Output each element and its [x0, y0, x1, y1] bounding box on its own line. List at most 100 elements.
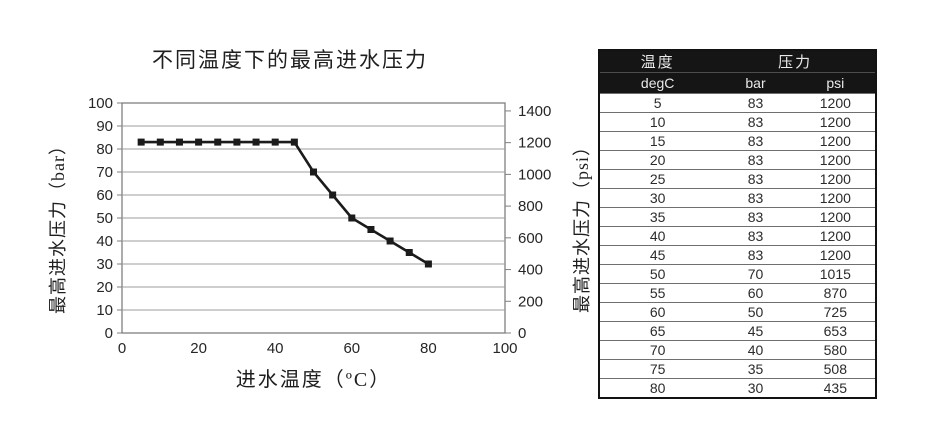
table-row: 25 83 1200 — [599, 169, 876, 189]
left-tick-label: 80 — [96, 141, 113, 158]
cell-psi: 1200 — [795, 169, 876, 189]
cell-bar: 45 — [715, 321, 796, 341]
table-row: 55 60 870 — [599, 283, 876, 303]
left-tick-label: 0 — [105, 325, 113, 342]
cell-psi: 653 — [795, 321, 876, 341]
cell-degc: 50 — [599, 264, 716, 284]
cell-bar: 83 — [715, 112, 796, 132]
right-tick-label: 1200 — [518, 135, 551, 152]
cell-psi: 1200 — [795, 131, 876, 151]
table-header-bar: bar — [715, 72, 796, 94]
data-point-marker — [195, 138, 203, 146]
cell-degc: 35 — [599, 207, 716, 227]
cell-bar: 83 — [715, 245, 796, 265]
cell-psi: 1015 — [795, 264, 876, 284]
cell-psi: 1200 — [795, 245, 876, 265]
table-row: 35 83 1200 — [599, 207, 876, 227]
table-group-header-row: 温度 压力 — [599, 50, 876, 73]
data-point-marker — [424, 260, 432, 268]
cell-psi: 1200 — [795, 112, 876, 132]
cell-bar: 83 — [715, 93, 796, 113]
data-point-marker — [252, 138, 260, 146]
cell-degc: 45 — [599, 245, 716, 265]
cell-psi: 508 — [795, 359, 876, 379]
right-axis-title: 最高进水压力（psi） — [572, 137, 592, 314]
data-point-marker — [405, 249, 413, 256]
pressure-table: 温度 压力 degC bar psi 5 83 1200 10 83 1200 15 83 12… — [598, 49, 877, 399]
left-tick-label: 10 — [96, 302, 113, 319]
data-point-marker — [156, 138, 164, 146]
cell-degc: 15 — [599, 131, 716, 151]
cell-degc: 5 — [599, 93, 716, 113]
table-header-temperature: 温度 — [599, 50, 716, 73]
right-tick-label: 1400 — [518, 103, 551, 120]
left-tick-label: 90 — [96, 118, 113, 135]
table-row: 15 83 1200 — [599, 131, 876, 151]
table-row: 5 83 1200 — [599, 93, 876, 113]
x-tick-label: 40 — [267, 340, 284, 357]
pressure-chart: 0102030405060708090100020040060080010001… — [88, 95, 551, 357]
cell-psi: 580 — [795, 340, 876, 360]
data-point-marker — [310, 168, 317, 176]
left-tick-label: 30 — [96, 256, 113, 273]
cell-bar: 83 — [715, 169, 796, 189]
data-point-marker — [348, 214, 356, 222]
left-axis-title: 最高进水压力（bar） — [48, 136, 68, 314]
cell-degc: 30 — [599, 188, 716, 208]
cell-bar: 83 — [715, 150, 796, 170]
right-tick-label: 0 — [518, 325, 526, 342]
chart-title: 不同温度下的最高进水压力 — [152, 48, 428, 72]
x-axis-title: 进水温度（ºC） — [235, 369, 392, 391]
data-point-marker — [386, 237, 394, 245]
data-point-marker — [214, 138, 222, 146]
table-row: 45 83 1200 — [599, 245, 876, 265]
table-row: 40 83 1200 — [599, 226, 876, 246]
left-tick-label: 70 — [96, 164, 113, 181]
data-point-marker — [233, 138, 241, 146]
data-point-marker — [271, 138, 279, 146]
cell-bar: 83 — [715, 207, 796, 227]
cell-degc: 20 — [599, 150, 716, 170]
left-tick-label: 100 — [88, 95, 113, 112]
right-tick-label: 400 — [518, 262, 543, 279]
cell-psi: 1200 — [795, 188, 876, 208]
right-tick-label: 800 — [518, 198, 543, 215]
x-tick-label: 20 — [190, 340, 207, 357]
pressure-table-body: 5 83 1200 10 83 1200 15 83 1200 20 83 1200 25 83 1200 3… — [599, 93, 876, 398]
cell-bar: 60 — [715, 283, 796, 303]
cell-bar: 83 — [715, 226, 796, 246]
cell-degc: 25 — [599, 169, 716, 189]
cell-bar: 70 — [715, 264, 796, 284]
table-row: 50 70 1015 — [599, 264, 876, 284]
cell-degc: 10 — [599, 112, 716, 132]
data-point-marker — [175, 138, 183, 146]
right-tick-label: 1000 — [518, 166, 551, 183]
cell-degc: 65 — [599, 321, 716, 341]
table-row: 75 35 508 — [599, 359, 876, 379]
cell-bar: 83 — [715, 188, 796, 208]
cell-bar: 50 — [715, 302, 796, 322]
cell-degc: 70 — [599, 340, 716, 360]
cell-psi: 725 — [795, 302, 876, 322]
left-tick-label: 50 — [96, 210, 113, 227]
cell-bar: 83 — [715, 131, 796, 151]
data-point-marker — [137, 138, 145, 146]
data-point-marker — [367, 226, 375, 233]
table-row: 80 30 435 — [599, 378, 876, 398]
cell-degc: 55 — [599, 283, 716, 303]
table-row: 70 40 580 — [599, 340, 876, 360]
x-tick-label: 60 — [343, 340, 360, 357]
table-header-psi: psi — [795, 72, 876, 94]
cell-degc: 40 — [599, 226, 716, 246]
x-tick-label: 80 — [420, 340, 437, 357]
x-tick-label: 0 — [118, 340, 126, 357]
cell-bar: 35 — [715, 359, 796, 379]
left-tick-label: 20 — [96, 279, 113, 296]
cell-psi: 1200 — [795, 150, 876, 170]
table-header-degc: degC — [599, 72, 716, 94]
table-row: 30 83 1200 — [599, 188, 876, 208]
cell-bar: 30 — [715, 378, 796, 398]
cell-degc: 75 — [599, 359, 716, 379]
right-tick-label: 600 — [518, 230, 543, 247]
